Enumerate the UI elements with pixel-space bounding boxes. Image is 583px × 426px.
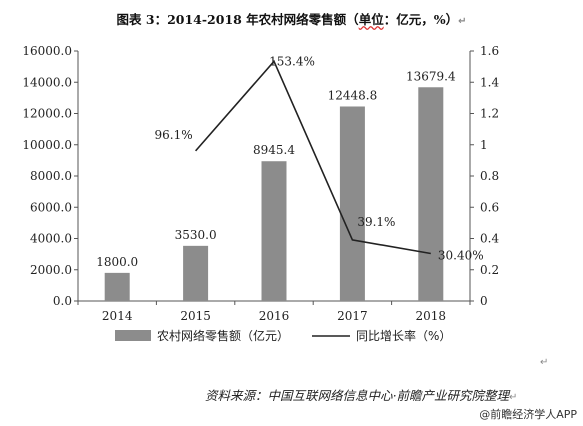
right-tick-label: 1.2 — [480, 107, 499, 121]
right-tick-label: 0.6 — [480, 200, 499, 214]
bar — [183, 245, 209, 301]
right-tick-label: 0.4 — [480, 232, 499, 246]
bar — [418, 87, 444, 302]
right-tick-label: 1.6 — [480, 44, 499, 58]
x-tick-label: 2016 — [259, 309, 290, 323]
watermark: @前瞻经济学人APP — [479, 408, 577, 421]
right-tick-label: 0 — [480, 294, 488, 308]
right-tick-label: 1.4 — [480, 75, 499, 89]
legend-label-line: 同比增长率（%） — [356, 328, 451, 343]
right-tick-label: 0.8 — [480, 169, 499, 183]
orphan-paragraph-mark: ↵ — [540, 357, 549, 368]
bar — [339, 106, 365, 301]
bar — [261, 161, 287, 301]
bar-data-label: 12448.8 — [328, 88, 378, 102]
x-tick-label: 2015 — [180, 309, 211, 323]
left-tick-label: 12000.0 — [22, 107, 72, 121]
right-tick-label: 1 — [480, 138, 488, 152]
x-tick-label: 2017 — [337, 309, 368, 323]
bar — [104, 272, 130, 301]
title-suffix: ：亿元，%） — [383, 12, 459, 27]
left-tick-label: 14000.0 — [22, 75, 72, 89]
source-paragraph-mark: ↵ — [508, 392, 518, 403]
right-tick-label: 0.2 — [480, 263, 499, 277]
source-note: 资料来源：中国互联网络信息中心·前瞻产业研究院整理↵ — [205, 385, 517, 404]
bar-data-label: 13679.4 — [406, 69, 456, 83]
left-tick-label: 4000.0 — [30, 232, 72, 246]
title-prefix: 图表 3：2014-2018 年农村网络零售额（ — [116, 12, 359, 27]
legend-label-bar: 农村网络零售额（亿元） — [157, 328, 289, 343]
x-tick-label: 2018 — [416, 309, 447, 323]
left-tick-label: 8000.0 — [30, 169, 72, 183]
left-tick-label: 6000.0 — [30, 200, 72, 214]
bar-data-label: 3530.0 — [175, 228, 217, 242]
line-data-label: 30.40% — [438, 249, 484, 263]
growth-rate-line — [194, 59, 431, 255]
line-data-label: 96.1% — [155, 128, 193, 142]
bar-data-label: 8945.4 — [253, 143, 295, 157]
x-tick-label: 2014 — [102, 309, 133, 323]
left-tick-label: 0.0 — [53, 294, 72, 308]
combo-chart: 0.0 2000.0 4000.0 6000.0 8000.0 10000.0 12000.… — [22, 44, 499, 343]
left-tick-label: 16000.0 — [22, 44, 72, 58]
source-text: 资料来源：中国互联网络信息中心·前瞻产业研究院整理 — [205, 388, 509, 403]
line-data-label: 39.1% — [357, 215, 395, 229]
chart-title: 图表 3：2014-2018 年农村网络零售额（单位：亿元，%）↵ — [0, 9, 583, 28]
legend-swatch-bar — [115, 330, 151, 341]
left-tick-label: 2000.0 — [30, 263, 72, 277]
bar-data-label: 1800.0 — [96, 255, 138, 269]
line-data-label: 153.4% — [269, 54, 315, 68]
left-tick-label: 10000.0 — [22, 138, 72, 152]
title-unit: 单位 — [358, 12, 384, 27]
title-paragraph-mark: ↵ — [458, 16, 467, 27]
